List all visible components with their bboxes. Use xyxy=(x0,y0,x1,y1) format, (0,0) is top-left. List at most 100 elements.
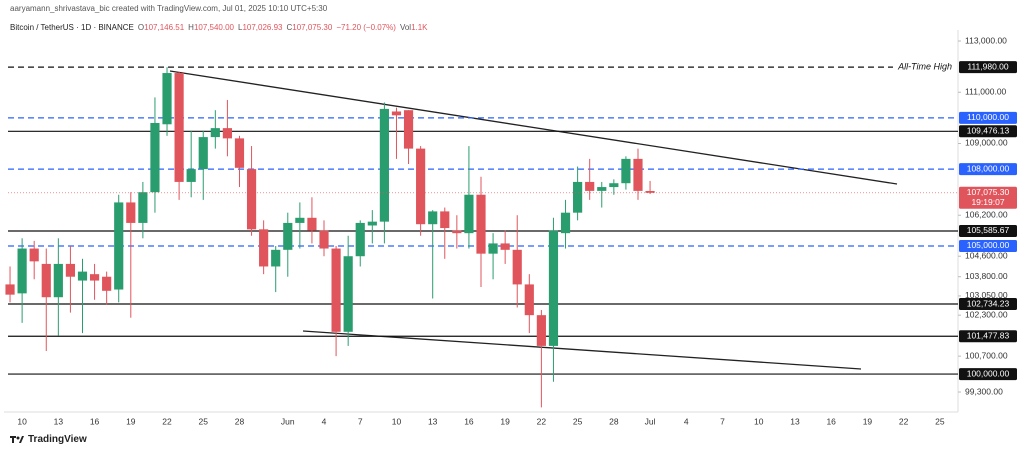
candle-body xyxy=(621,158,631,184)
x-tick-label: 7 xyxy=(358,416,363,426)
candle-body xyxy=(89,274,100,281)
candle-body xyxy=(162,73,172,125)
y-tick-label: 106,200.00 xyxy=(965,209,1008,219)
price-label: 108,000.00 xyxy=(967,163,1010,173)
candle-body xyxy=(573,181,583,213)
candle-body xyxy=(476,194,486,254)
candle-body xyxy=(246,169,257,230)
candle-body xyxy=(391,111,402,116)
candle-body xyxy=(210,128,220,138)
candle-body xyxy=(512,249,522,285)
price-label: 100,000.00 xyxy=(967,368,1010,378)
x-tick-label: 16 xyxy=(826,416,836,426)
candle-body xyxy=(464,194,474,234)
candle-body xyxy=(319,230,329,249)
candle-body xyxy=(77,271,88,281)
trendline xyxy=(169,70,898,185)
ohlc-key: L xyxy=(238,23,243,32)
logo xyxy=(10,436,24,443)
change: −71.20 (−0.07%) xyxy=(336,23,396,32)
x-tick-label: 22 xyxy=(899,416,909,426)
ohlc-key: O xyxy=(137,23,145,32)
x-tick-label: 4 xyxy=(684,416,689,426)
annotation: All-Time High xyxy=(897,62,952,72)
price-label-box xyxy=(959,61,1017,74)
x-tick-label: 28 xyxy=(235,416,245,426)
price-label-box xyxy=(959,298,1017,311)
x-tick-label: 7 xyxy=(720,416,725,426)
y-tick-label: 103,050.00 xyxy=(965,290,1008,300)
current-price-box xyxy=(959,186,1017,209)
x-tick-label: 16 xyxy=(90,416,100,426)
candle-body xyxy=(416,148,426,225)
candle-body xyxy=(29,248,39,262)
x-tick-label: 25 xyxy=(199,416,209,426)
candle-body xyxy=(222,128,232,139)
brand: TradingView xyxy=(28,434,87,445)
price-label: 110,000.00 xyxy=(967,112,1009,122)
candle-body xyxy=(367,221,377,226)
x-tick-label: 19 xyxy=(126,416,136,426)
candle-body xyxy=(150,123,160,193)
candle-body xyxy=(343,256,353,332)
x-tick-label: Jul xyxy=(645,416,656,426)
candle-body xyxy=(585,181,595,191)
candle-body xyxy=(379,108,389,222)
x-tick-label: 4 xyxy=(322,416,327,426)
candle-body xyxy=(41,263,51,298)
candle-body xyxy=(271,249,281,267)
price-label-box xyxy=(959,239,1017,252)
countdown: 19:19:07 xyxy=(971,197,1004,207)
ohlc-value: 107,075.30 xyxy=(292,23,333,32)
candle-body xyxy=(403,110,414,149)
x-tick-label: 28 xyxy=(609,416,619,426)
ohlc-value: 107,146.51 xyxy=(144,23,185,32)
x-tick-label: 10 xyxy=(392,416,402,426)
candle-body xyxy=(234,138,245,168)
current-price-label: 107,075.30 xyxy=(967,187,1010,197)
symbol-info: Bitcoin / TetherUS · 1D · BINANCE O107,14… xyxy=(10,23,432,32)
candle-body xyxy=(186,169,196,182)
price-label-box xyxy=(959,368,1017,381)
candle-body xyxy=(102,276,112,291)
candle-body xyxy=(17,248,27,294)
symbol: Bitcoin / TetherUS · 1D · BINANCE xyxy=(10,23,134,32)
y-tick-label: 111,000.00 xyxy=(965,87,1007,97)
x-tick-label: Jun xyxy=(281,416,295,426)
x-tick-label: 10 xyxy=(17,416,27,426)
candle-body xyxy=(500,243,510,250)
candle-body xyxy=(283,222,293,250)
ohlc-key: H xyxy=(188,23,194,32)
ohlc-value: 107,540.00 xyxy=(193,23,234,32)
price-label: 105,000.00 xyxy=(967,240,1010,250)
candle-body xyxy=(5,284,15,295)
price-label: 105,585.67 xyxy=(967,225,1010,235)
x-tick-label: 19 xyxy=(500,416,510,426)
x-tick-label: 22 xyxy=(162,416,172,426)
price-label: 109,476.13 xyxy=(967,126,1010,136)
candle-body xyxy=(645,190,655,193)
candle-body xyxy=(452,230,462,234)
y-tick-label: 102,300.00 xyxy=(965,309,1008,319)
candle-body xyxy=(488,243,498,254)
candle-body xyxy=(428,211,438,225)
price-label: 111,980.00 xyxy=(967,61,1009,71)
chart: 113,000.00 111,000.00 109,000.00 106,200.00… xyxy=(4,30,1017,426)
annotation-bg xyxy=(893,61,955,74)
candle-body xyxy=(126,202,136,223)
price-label-box xyxy=(959,330,1017,343)
price-label-box xyxy=(959,125,1017,138)
x-tick-label: 22 xyxy=(537,416,547,426)
candle-body xyxy=(440,211,450,229)
candle-body xyxy=(259,229,269,267)
x-tick-label: 13 xyxy=(54,416,64,426)
x-tick-label: 13 xyxy=(790,416,800,426)
x-tick-label: 13 xyxy=(428,416,438,426)
candle-body xyxy=(331,248,341,332)
x-tick-label: 25 xyxy=(935,416,945,426)
x-tick-label: 19 xyxy=(863,416,873,426)
candle-body xyxy=(609,183,619,188)
candle-body xyxy=(114,202,124,290)
candle-body xyxy=(198,137,208,170)
